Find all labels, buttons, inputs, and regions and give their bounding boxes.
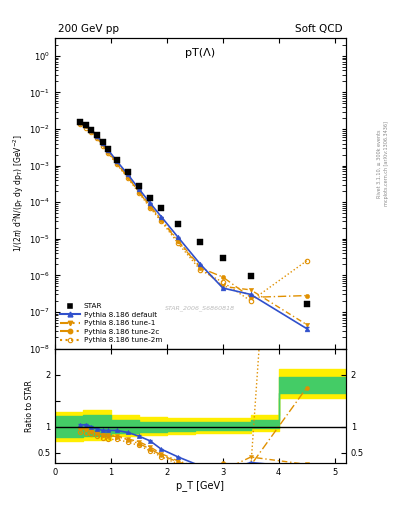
Y-axis label: 1/(2$\pi$) d$^2$N/(p$_{\rm T}$ dy dp$_{\rm T}$) [GeV$^{-2}$]: 1/(2$\pi$) d$^2$N/(p$_{\rm T}$ dy dp$_{\… [12,135,26,252]
Text: Rivet 3.1.10, ≥ 300k events: Rivet 3.1.10, ≥ 300k events [377,130,382,198]
Text: STAR_2006_S6860818: STAR_2006_S6860818 [165,306,235,311]
Text: pT(Λ): pT(Λ) [185,48,215,58]
X-axis label: p_T [GeV]: p_T [GeV] [176,480,224,491]
Text: Soft QCD: Soft QCD [295,24,343,34]
Legend: STAR, Pythia 8.186 default, Pythia 8.186 tune-1, Pythia 8.186 tune-2c, Pythia 8.: STAR, Pythia 8.186 default, Pythia 8.186… [59,301,164,345]
Text: mcplots.cern.ch [arXiv:1306.3436]: mcplots.cern.ch [arXiv:1306.3436] [384,121,389,206]
Text: 200 GeV pp: 200 GeV pp [58,24,119,34]
Y-axis label: Ratio to STAR: Ratio to STAR [25,380,34,432]
